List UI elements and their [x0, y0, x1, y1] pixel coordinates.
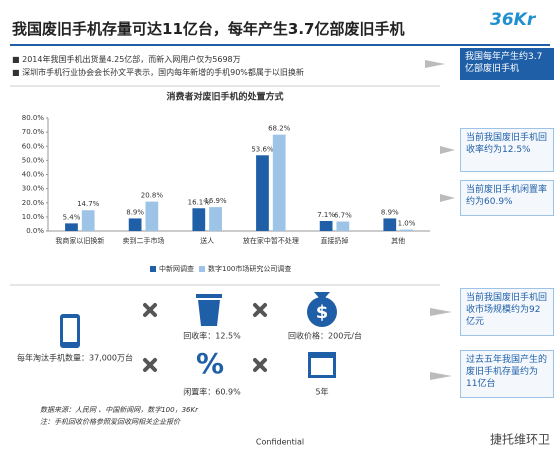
bar — [65, 223, 78, 231]
value-label: 20.8% — [141, 192, 164, 200]
bar — [192, 208, 206, 231]
bullet: ■ 2014年我国手机出货量4.25亿部，而新入网用户仅为5698万 — [12, 55, 241, 64]
legend-swatch — [150, 266, 156, 272]
callout: 当前我国废旧手机回收市场规模约为92亿元 — [460, 288, 554, 336]
fact: 闲置率：60.9% — [183, 387, 241, 397]
value-label: 16.9% — [204, 197, 227, 205]
bullet-text: 2014年我国手机出货量4.25亿部，而新入网用户仅为5698万 — [22, 55, 241, 64]
bar — [400, 229, 413, 231]
value-label: 7.1% — [317, 211, 335, 219]
bar — [272, 134, 286, 231]
value-label: 8.9% — [381, 208, 399, 216]
fact: 每年淘汰手机数量：37,000万台 — [17, 353, 133, 363]
bar — [383, 218, 397, 231]
callout: 我国每年产生约3.7亿部废旧手机 — [460, 48, 554, 80]
chart-title: 消费者对废旧手机的处置方式 — [166, 91, 283, 103]
legend-swatch — [199, 266, 205, 272]
value-label: 8.9% — [126, 208, 144, 216]
legend-label: 数字100市场研究公司调查 — [208, 264, 291, 273]
bar — [128, 218, 142, 231]
logo: 36Kr — [490, 10, 536, 30]
note: 注：手机回收价格参照爱回收网相关企业报价 — [40, 418, 181, 426]
x-tick-label: 卖到二手市场 — [123, 236, 165, 245]
y-tick-label: 0.0% — [26, 227, 44, 235]
callout: 当前废旧手机闲置率约为60.9% — [460, 180, 554, 216]
watermark: 捷托维环卫 — [490, 433, 550, 447]
y-tick-label: 10.0% — [22, 213, 45, 221]
y-tick-label: 80.0% — [22, 114, 45, 122]
bar — [209, 207, 222, 231]
bar — [81, 210, 95, 231]
x-tick-label: 直接扔掉 — [321, 236, 349, 245]
value-label: 1.0% — [398, 220, 416, 228]
y-tick-label: 40.0% — [22, 171, 45, 179]
arrows — [425, 60, 455, 380]
fact: 回收价格：200元/台 — [288, 331, 362, 341]
value-label: 53.6% — [251, 145, 274, 153]
y-tick-label: 20.0% — [22, 199, 45, 207]
x-tick-label: 送人 — [200, 236, 214, 245]
title-rule — [10, 44, 550, 46]
x-tick-label: 其他 — [391, 236, 405, 245]
x-tick-label: 我商家以旧换新 — [55, 236, 104, 245]
callout: 过去五年我国产生的废旧手机存量约为11亿台 — [460, 350, 554, 398]
y-tick-label: 30.0% — [22, 185, 45, 193]
value-label: 16.1% — [188, 198, 211, 206]
fact: 回收率：12.5% — [183, 331, 241, 341]
title: 我国废旧手机存量可达11亿台，每年产生3.7亿部废旧手机 — [12, 20, 405, 38]
y-tick-label: 50.0% — [22, 156, 45, 164]
value-label: 14.7% — [77, 200, 100, 208]
bar — [336, 221, 350, 231]
fact: 5年 — [315, 387, 328, 397]
callout: 当前我国废旧手机回收率约为12.5% — [460, 128, 554, 172]
value-label: 5.4% — [63, 213, 81, 221]
bullet-text: 深圳市手机行业协会会长孙文平表示，国内每年新增的手机90%都属于以旧换新 — [22, 68, 304, 77]
svg-text:$: $ — [316, 302, 329, 323]
svg-text:%: % — [196, 347, 224, 380]
icons: $ % — [60, 292, 337, 380]
y-tick-label: 70.0% — [22, 128, 45, 136]
y-tick-label: 60.0% — [22, 142, 45, 150]
confidential: Confidential — [256, 438, 304, 447]
bullet: ■ 深圳市手机行业协会会长孙文平表示，国内每年新增的手机90%都属于以旧换新 — [12, 68, 304, 77]
value-label: 6.7% — [334, 212, 352, 220]
x-tick-label: 放在家中暂不处理 — [243, 236, 299, 245]
bar — [256, 155, 269, 231]
bar — [319, 220, 333, 231]
sources: 数据来源：人民网 、中国新闻网，数字100，36Kr — [40, 406, 199, 414]
legend-label: 中新网调查 — [159, 264, 194, 273]
bar — [145, 201, 159, 231]
value-label: 68.2% — [268, 125, 291, 133]
